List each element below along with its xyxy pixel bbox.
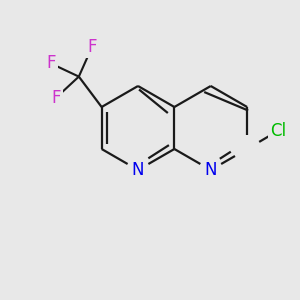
Text: F: F — [51, 89, 61, 107]
Text: Cl: Cl — [270, 122, 286, 140]
Text: F: F — [46, 54, 56, 72]
Text: N: N — [132, 161, 144, 179]
Text: N: N — [205, 161, 217, 179]
Text: F: F — [87, 38, 97, 56]
